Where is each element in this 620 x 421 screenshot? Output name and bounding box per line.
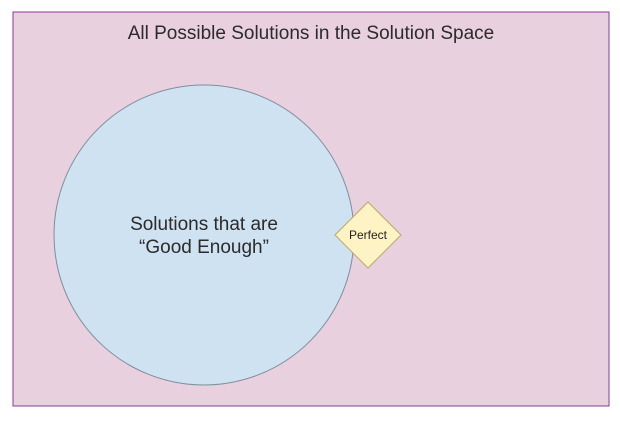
good-enough-label-line2: “Good Enough” <box>139 237 269 258</box>
good-enough-label-line1: Solutions that are <box>130 214 278 235</box>
good-enough-circle <box>53 84 355 386</box>
perfect-diamond <box>334 201 402 269</box>
solution-space-label: All Possible Solutions in the Solution S… <box>128 23 495 44</box>
perfect-label: Perfect <box>349 228 388 242</box>
